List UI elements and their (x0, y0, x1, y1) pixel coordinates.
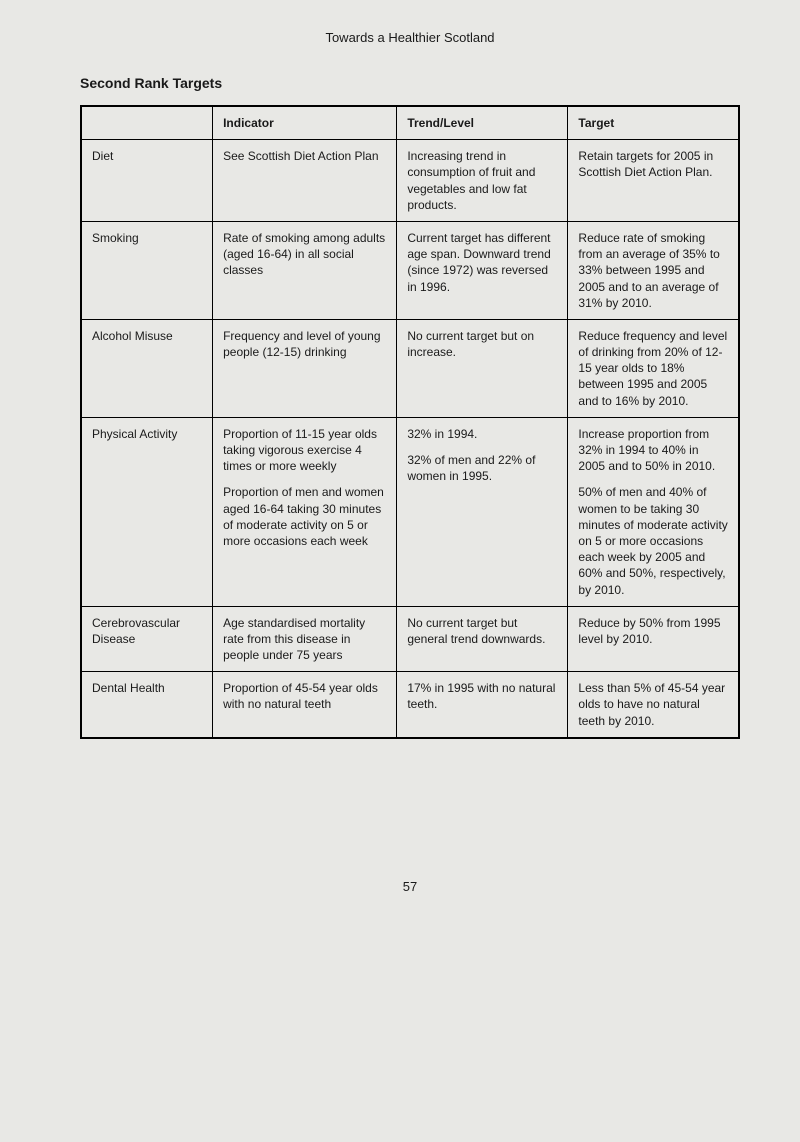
row-category: Dental Health (81, 672, 213, 738)
row-trend: Current target has different age span. D… (397, 221, 568, 319)
document-title: Towards a Healthier Scotland (80, 30, 740, 45)
cell-text: Reduce frequency and level of drinking f… (578, 328, 728, 409)
row-indicator: Age standardised mortality rate from thi… (213, 606, 397, 672)
row-target: Increase proportion from 32% in 1994 to … (568, 417, 739, 606)
row-target: Retain targets for 2005 in Scottish Diet… (568, 140, 739, 222)
cell-text: Increase proportion from 32% in 1994 to … (578, 426, 728, 475)
row-indicator: Proportion of 11-15 year olds taking vig… (213, 417, 397, 606)
cell-text: Proportion of 11-15 year olds taking vig… (223, 426, 386, 475)
col-header-indicator: Indicator (213, 106, 397, 140)
cell-text: See Scottish Diet Action Plan (223, 148, 386, 164)
row-target: Reduce rate of smoking from an average o… (568, 221, 739, 319)
table-row: Physical ActivityProportion of 11-15 yea… (81, 417, 739, 606)
cell-text: Reduce by 50% from 1995 level by 2010. (578, 615, 728, 647)
row-trend: 32% in 1994. 32% of men and 22% of women … (397, 417, 568, 606)
cell-text: Proportion of 45-54 year olds with no na… (223, 680, 386, 712)
cell-text: Proportion of men and women aged 16-64 t… (223, 484, 386, 549)
cell-text: Reduce rate of smoking from an average o… (578, 230, 728, 311)
targets-table: Indicator Trend/Level Target Diet See Sco… (80, 105, 740, 739)
cell-text: Age standardised mortality rate from thi… (223, 615, 386, 664)
page-number: 57 (80, 879, 740, 894)
cell-text: Frequency and level of young people (12-… (223, 328, 386, 360)
row-category: Alcohol Misuse (81, 319, 213, 417)
row-trend: No current target but on increase. (397, 319, 568, 417)
cell-text: Current target has different age span. D… (407, 230, 557, 295)
row-indicator: Rate of smoking among adults (aged 16-64… (213, 221, 397, 319)
cell-text: Increasing trend in consumption of fruit… (407, 148, 557, 213)
table-row: SmokingRate of smoking among adults (age… (81, 221, 739, 319)
row-target: Less than 5% of 45-54 year olds to have … (568, 672, 739, 738)
row-target: Reduce frequency and level of drinking f… (568, 319, 739, 417)
table-row: Diet See Scottish Diet Action Plan Increas… (81, 140, 739, 222)
row-category: Physical Activity (81, 417, 213, 606)
row-trend: No current target but general trend down… (397, 606, 568, 672)
row-category: Smoking (81, 221, 213, 319)
cell-text: Retain targets for 2005 in Scottish Diet… (578, 148, 728, 180)
col-header-trend: Trend/Level (397, 106, 568, 140)
cell-text: 17% in 1995 with no natural teeth. (407, 680, 557, 712)
col-header-blank (81, 106, 213, 140)
table-row: Alcohol Misuse Frequency and level of you… (81, 319, 739, 417)
row-category: Diet (81, 140, 213, 222)
section-title: Second Rank Targets (80, 75, 740, 91)
row-target: Reduce by 50% from 1995 level by 2010. (568, 606, 739, 672)
row-category: Cerebrovascular Disease (81, 606, 213, 672)
table-row: Cerebrovascular DiseaseAge standardised … (81, 606, 739, 672)
cell-text: Rate of smoking among adults (aged 16-64… (223, 230, 386, 279)
cell-text: Less than 5% of 45-54 year olds to have … (578, 680, 728, 729)
table-header-row: Indicator Trend/Level Target (81, 106, 739, 140)
cell-text: 50% of men and 40% of women to be taking… (578, 484, 728, 597)
row-indicator: Proportion of 45-54 year olds with no na… (213, 672, 397, 738)
table-body: Diet See Scottish Diet Action Plan Increas… (81, 140, 739, 738)
cell-text: No current target but general trend down… (407, 615, 557, 647)
cell-text: 32% in 1994. (407, 426, 557, 442)
cell-text: 32% of men and 22% of women in 1995. (407, 452, 557, 484)
row-trend: 17% in 1995 with no natural teeth. (397, 672, 568, 738)
row-indicator: See Scottish Diet Action Plan (213, 140, 397, 222)
row-trend: Increasing trend in consumption of fruit… (397, 140, 568, 222)
col-header-target: Target (568, 106, 739, 140)
table-row: Dental Health Proportion of 45-54 year ol… (81, 672, 739, 738)
row-indicator: Frequency and level of young people (12-… (213, 319, 397, 417)
cell-text: No current target but on increase. (407, 328, 557, 360)
